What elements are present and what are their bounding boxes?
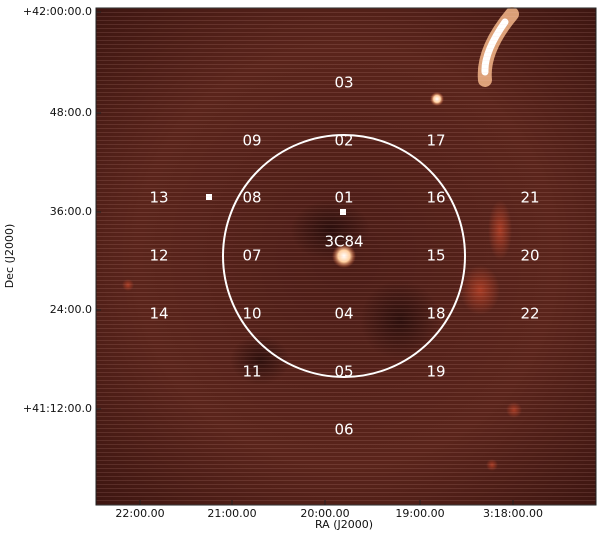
x-tick-label: 3:18:00.00 xyxy=(483,507,543,520)
image xyxy=(95,7,597,506)
x-axis-label: RA (J2000) xyxy=(315,518,373,531)
y-tick-label: 48:00.0 xyxy=(50,106,92,119)
y-tick-label: 36:00.0 xyxy=(50,205,92,218)
y-tick-label: +41:12:00.0 xyxy=(23,402,92,415)
field-label: 18 xyxy=(426,305,445,323)
x-tick-label: 20:00.00 xyxy=(300,507,349,520)
y-tick-label: 24:00.0 xyxy=(50,303,92,316)
field-label: 06 xyxy=(334,421,353,439)
field-label: 17 xyxy=(426,132,445,150)
x-tick-label: 22:00.00 xyxy=(115,507,164,520)
field-label: 10 xyxy=(242,305,261,323)
field-labels: 03 09 02 17 13 08 01 16 21 12 07 15 20 14 10 04 18 22 11 05… xyxy=(149,74,539,439)
axes: 22:00.00 21:00.00 20:00.00 19:00.00 3:18:00.… xyxy=(23,5,543,520)
field-label: 14 xyxy=(149,305,168,323)
field-label: 08 xyxy=(242,189,261,207)
field-label: 07 xyxy=(242,247,261,265)
source-label: 3C84 xyxy=(324,233,363,251)
x-tick-label: 19:00.00 xyxy=(395,507,444,520)
x-tick-label: 21:00.00 xyxy=(207,507,256,520)
field-label: 16 xyxy=(426,189,445,207)
y-tick-label: +42:00:00.0 xyxy=(23,5,92,18)
field-label: 20 xyxy=(520,247,539,265)
field-label: 22 xyxy=(520,305,539,323)
field-circle xyxy=(222,134,466,378)
field-label: 19 xyxy=(426,363,445,381)
field-label: 21 xyxy=(520,189,539,207)
field-label: 13 xyxy=(149,189,168,207)
field-label: 05 xyxy=(334,363,353,381)
field-label: 11 xyxy=(242,363,261,381)
field-label: 09 xyxy=(242,132,261,150)
y-axis-label: Dec (J2000) xyxy=(3,224,16,289)
field-label: 12 xyxy=(149,247,168,265)
field-label: 15 xyxy=(426,247,445,265)
field-label: 03 xyxy=(334,74,353,92)
field-label: 01 xyxy=(334,189,353,207)
field-label: 02 xyxy=(334,132,353,150)
field-label: 04 xyxy=(334,305,353,323)
